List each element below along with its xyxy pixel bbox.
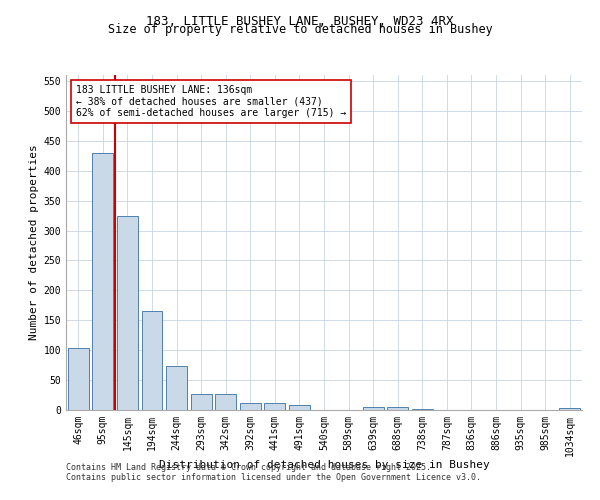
Bar [191,394,212,410]
Bar [92,153,113,410]
Text: Size of property relative to detached houses in Bushey: Size of property relative to detached ho… [107,22,493,36]
Bar [559,408,580,410]
X-axis label: Distribution of detached houses by size in Bushey: Distribution of detached houses by size … [158,460,490,470]
Bar [166,366,187,410]
Bar [387,407,408,410]
Bar [68,348,89,410]
Text: Contains public sector information licensed under the Open Government Licence v3: Contains public sector information licen… [66,474,481,482]
Text: Contains HM Land Registry data © Crown copyright and database right 2025.: Contains HM Land Registry data © Crown c… [66,464,431,472]
Bar [240,404,261,410]
Bar [362,407,383,410]
Bar [265,404,286,410]
Text: 183 LITTLE BUSHEY LANE: 136sqm
← 38% of detached houses are smaller (437)
62% of: 183 LITTLE BUSHEY LANE: 136sqm ← 38% of … [76,85,347,118]
Bar [142,312,163,410]
Text: 183, LITTLE BUSHEY LANE, BUSHEY, WD23 4RX: 183, LITTLE BUSHEY LANE, BUSHEY, WD23 4R… [146,15,454,28]
Y-axis label: Number of detached properties: Number of detached properties [29,144,40,340]
Bar [215,394,236,410]
Bar [289,405,310,410]
Bar [117,216,138,410]
